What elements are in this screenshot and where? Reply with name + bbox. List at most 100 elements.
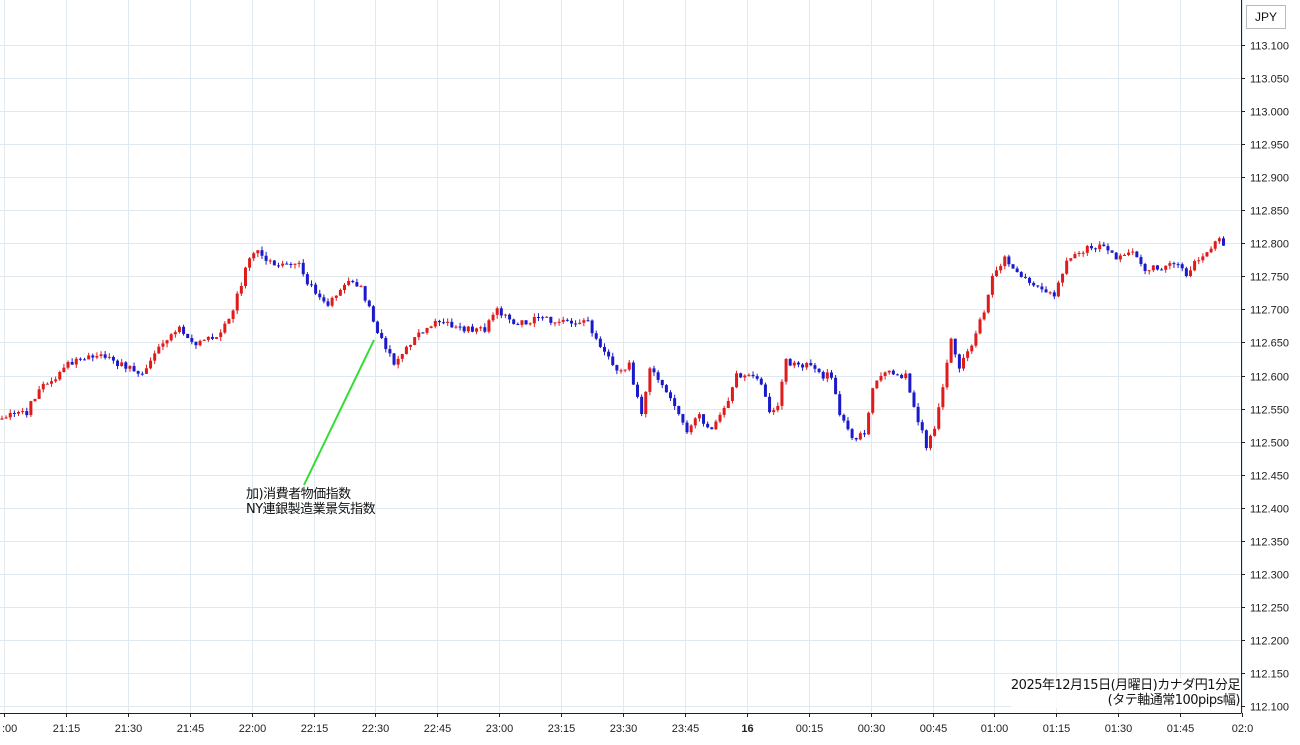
candle-body [1089, 246, 1093, 249]
candle-body [41, 383, 45, 390]
candle-body [664, 385, 668, 393]
y-tick-label: 112.750 [1250, 272, 1289, 284]
y-tick-label: 113.050 [1250, 74, 1289, 86]
candle-body [825, 372, 829, 379]
candle-body [186, 333, 190, 339]
candle-body [867, 412, 871, 435]
candle-body [995, 270, 999, 277]
candle-body [310, 284, 313, 286]
candle-body [801, 364, 805, 368]
y-tick-label: 112.500 [1250, 438, 1289, 450]
candle-body [425, 327, 429, 333]
candle-body [788, 359, 792, 366]
candle-body [223, 323, 227, 333]
candle-body [652, 368, 656, 373]
candle-body [116, 360, 120, 367]
candle-body [508, 314, 512, 320]
candle-body [50, 381, 54, 384]
candle-body [260, 250, 264, 256]
candle-body [1127, 252, 1131, 256]
candle-body [759, 378, 763, 385]
candle-body [483, 327, 487, 332]
candle-body [99, 354, 103, 356]
candle-body [1073, 254, 1077, 259]
candle-body [541, 317, 545, 319]
candle-body [1131, 251, 1135, 253]
candle-body [929, 435, 932, 449]
candle-body [136, 371, 140, 374]
candle-body [1209, 248, 1213, 253]
candle-body [1036, 285, 1040, 287]
x-tick-label: 01:30 [1105, 723, 1133, 735]
candle-body [528, 323, 532, 325]
candle-body [433, 320, 437, 327]
candle-body [91, 355, 95, 358]
y-tick-label: 112.350 [1250, 537, 1289, 549]
candle-body [578, 322, 582, 325]
candle-body [623, 369, 627, 371]
candle-body [796, 362, 800, 365]
candle-body [1085, 246, 1089, 253]
candle-body [276, 265, 280, 267]
candle-body [1197, 260, 1201, 262]
candle-body [924, 430, 928, 449]
candle-body [144, 368, 148, 374]
candle-body [37, 389, 41, 399]
y-tick-label: 112.150 [1250, 669, 1289, 681]
candle-body [673, 398, 677, 407]
candle-body [1052, 292, 1056, 297]
candle-body [536, 317, 540, 319]
candle-body [470, 326, 474, 332]
candle-body [1102, 244, 1106, 247]
candle-body [177, 326, 181, 333]
candle-body [392, 353, 396, 365]
x-tick-label: 21:30 [115, 723, 143, 735]
y-tick-label: 112.700 [1250, 305, 1289, 317]
candle-body [450, 321, 454, 328]
candle-body [396, 358, 400, 365]
candle-body [1143, 263, 1147, 272]
candle-body [17, 412, 21, 414]
candle-body [937, 407, 941, 429]
candle-body [1205, 252, 1209, 257]
candle-body [697, 414, 701, 419]
chart-caption: 2025年12月15日(月曜日)カナダ円1分足 (タテ軸通常100pips幅) [1010, 678, 1241, 708]
candle-body [598, 338, 602, 347]
candle-body [916, 406, 920, 423]
candle-body [871, 388, 875, 413]
y-tick-label: 112.900 [1250, 173, 1289, 185]
candle-body [256, 250, 260, 254]
x-tick-label: 01:00 [981, 723, 1009, 735]
candle-body [743, 375, 747, 378]
candle-body [1201, 256, 1205, 261]
candle-body [173, 332, 177, 335]
candle-body [227, 318, 231, 324]
candle-body [735, 373, 739, 388]
candle-body [561, 319, 565, 322]
candle-body [384, 337, 388, 350]
x-tick-label: 02:0 [1232, 723, 1253, 735]
y-tick-label: 112.650 [1250, 338, 1289, 350]
candle-body [602, 346, 606, 352]
candle-body [986, 294, 990, 313]
candle-body [1168, 263, 1172, 266]
candle-body [355, 282, 359, 287]
candle-body [966, 351, 970, 358]
candle-body [904, 373, 908, 379]
candle-body [838, 394, 842, 415]
candle-body [503, 314, 507, 316]
candle-body [615, 365, 619, 371]
y-tick-label: 112.950 [1250, 140, 1289, 152]
candle-body [990, 276, 994, 295]
candle-body [62, 367, 66, 373]
candle-body [1040, 286, 1044, 290]
candle-body [293, 263, 297, 265]
candle-body [1172, 263, 1176, 265]
candle-body [553, 322, 557, 324]
candle-body [792, 362, 796, 366]
candle-body [462, 326, 466, 332]
candle-body [359, 286, 363, 288]
candle-body [330, 297, 334, 306]
y-tick-label: 112.600 [1250, 372, 1289, 384]
candle-body [161, 343, 165, 347]
